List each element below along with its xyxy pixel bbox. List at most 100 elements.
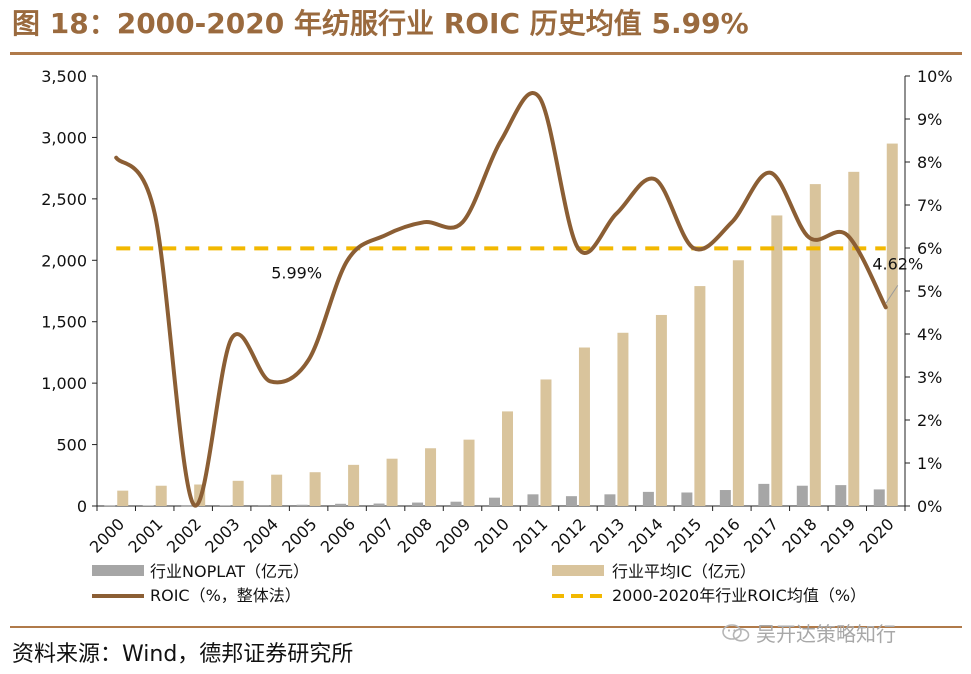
x-tick-label: 2017 [740, 514, 782, 556]
x-tick-label: 2007 [355, 514, 397, 556]
left-tick-label: 3,000 [41, 128, 87, 147]
figure-title: 图 18：2000-2020 年纺服行业 ROIC 历史均值 5.99% [12, 7, 749, 40]
noplat-bars [104, 483, 885, 507]
noplat-bar [296, 504, 308, 506]
left-tick-label: 0 [77, 497, 87, 516]
ic-bar [809, 184, 821, 506]
roic-combo-chart: 0 500 1,000 1,500 2,000 2,500 3,000 3,500 0% 1% 2%… [41, 67, 953, 605]
ic-bar [386, 458, 398, 506]
noplat-bar [104, 505, 116, 507]
x-tick-label: 2008 [394, 514, 436, 556]
legend-ic-label: 行业平均IC（亿元） [612, 562, 756, 581]
noplat-bar [335, 503, 347, 506]
ic-bar [617, 332, 629, 506]
roic-line-path [114, 91, 888, 508]
noplat-bar [181, 505, 193, 507]
noplat-bar [796, 485, 808, 506]
x-tick-label: 2015 [663, 514, 705, 556]
last-roic-value-label: 4.62% [872, 255, 923, 274]
x-tick-label: 2019 [817, 514, 859, 556]
x-tick-label: 2004 [240, 514, 282, 556]
chart-legend: 行业NOPLAT（亿元） 行业平均IC（亿元） ROIC（%，整体法） 2000-20… [92, 562, 866, 605]
right-tick-label: 2% [917, 411, 942, 430]
noplat-bar [642, 491, 654, 506]
noplat-bar [219, 505, 231, 506]
noplat-bar [412, 502, 424, 506]
legend-noplat-swatch [92, 565, 144, 576]
right-tick-label: 5% [917, 282, 942, 301]
left-tick-label: 2,000 [41, 251, 87, 270]
noplat-bar [258, 505, 270, 506]
x-tick-label: 2020 [855, 514, 897, 556]
ic-bars [117, 143, 898, 507]
watermark-text: 吴开达策略知行 [756, 622, 896, 646]
x-tick-label: 2016 [702, 514, 744, 556]
noplat-bar [719, 490, 731, 506]
ic-bar [771, 215, 783, 506]
noplat-bar [489, 497, 500, 506]
ic-bar [271, 474, 283, 506]
right-tick-label: 10% [917, 67, 953, 86]
ic-bar [502, 411, 513, 506]
noplat-bar [527, 494, 539, 506]
x-tick-label: 2001 [124, 514, 166, 556]
noplat-bar [681, 492, 693, 506]
noplat-bar [450, 501, 462, 506]
ic-bar [540, 379, 552, 506]
ic-bar [732, 260, 744, 506]
ic-bar [232, 480, 244, 506]
right-tick-label: 7% [917, 196, 942, 215]
noplat-bar [873, 489, 885, 506]
title-divider [10, 52, 962, 55]
ic-bar [694, 286, 706, 506]
right-tick-label: 8% [917, 153, 942, 172]
x-tick-label: 2011 [509, 514, 551, 556]
roic-line [114, 91, 888, 508]
x-tick-label: 2002 [163, 514, 205, 556]
ic-bar [155, 485, 167, 506]
ic-bar [655, 314, 667, 506]
legend-roic-label: ROIC（%，整体法） [150, 586, 301, 605]
x-tick-label: 2000 [86, 514, 128, 556]
wechat-icon [722, 623, 750, 642]
left-tick-label: 1,500 [41, 313, 87, 332]
source-divider [10, 626, 962, 628]
right-tick-label: 4% [917, 325, 942, 344]
x-tick-label: 2018 [778, 514, 820, 556]
x-tick-label: 2003 [201, 514, 243, 556]
source-note: 资料来源：Wind，德邦证券研究所 [12, 642, 354, 667]
left-tick-label: 500 [56, 436, 87, 455]
watermark: 吴开达策略知行 [722, 618, 896, 647]
x-tick-label: 2009 [432, 514, 474, 556]
right-tick-label: 1% [917, 454, 942, 473]
noplat-bar [565, 496, 577, 506]
x-tick-label: 2010 [471, 514, 513, 556]
left-tick-label: 2,500 [41, 190, 87, 209]
ic-bar [117, 490, 129, 506]
noplat-bar [758, 483, 770, 506]
chart-annotations: 5.99% 4.62% [271, 255, 923, 304]
right-tick-label: 3% [917, 368, 942, 387]
ic-bar [578, 347, 590, 506]
noplat-bar [835, 485, 847, 506]
ic-bar [886, 143, 898, 507]
x-tick-label: 2006 [317, 514, 359, 556]
left-tick-label: 3,500 [41, 67, 87, 86]
ic-bar [309, 472, 321, 506]
legend-ic-swatch [552, 565, 604, 576]
right-tick-label: 6% [917, 239, 942, 258]
legend-mean-label: 2000-2020年行业ROIC均值（%） [612, 586, 866, 605]
ic-bar [348, 464, 360, 506]
ic-bar [463, 439, 475, 506]
legend-noplat-label: 行业NOPLAT（亿元） [150, 562, 309, 581]
x-tick-label: 2012 [548, 514, 590, 556]
noplat-bar [604, 494, 616, 506]
mean-value-label: 5.99% [271, 263, 322, 282]
x-tick-label: 2014 [625, 514, 667, 556]
noplat-bar [142, 505, 154, 506]
noplat-bar [373, 503, 385, 506]
left-tick-label: 1,000 [41, 374, 87, 393]
ic-bar [425, 448, 437, 506]
x-tick-label: 2005 [278, 514, 320, 556]
right-tick-label: 0% [917, 497, 942, 516]
